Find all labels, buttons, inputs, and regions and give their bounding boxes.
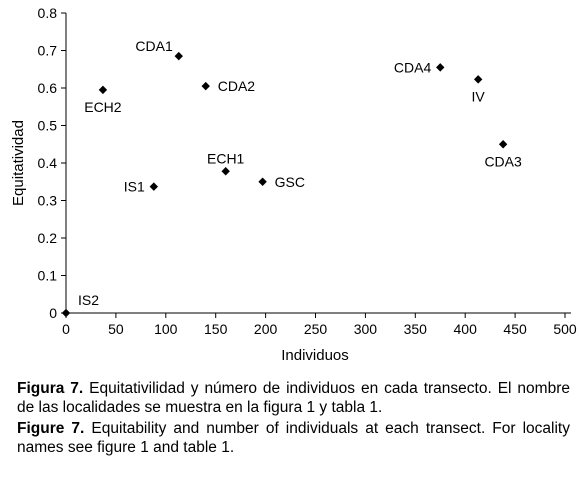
x-tick-label: 250 bbox=[304, 321, 328, 337]
data-point-label: IS1 bbox=[124, 179, 145, 195]
x-tick-label: 350 bbox=[404, 321, 428, 337]
data-point: CDA4 bbox=[394, 59, 445, 75]
x-tick-label: 150 bbox=[204, 321, 228, 337]
y-axis-label: Equitatividad bbox=[10, 120, 27, 206]
data-point-label: CDA2 bbox=[218, 78, 256, 94]
y-tick-label: 0.7 bbox=[38, 43, 58, 59]
caption-label-english: Figure 7. bbox=[17, 420, 85, 437]
data-point-marker bbox=[473, 75, 483, 84]
data-point-marker bbox=[436, 63, 445, 72]
data-point-label: GSC bbox=[275, 174, 305, 190]
x-tick-label: 450 bbox=[503, 321, 527, 337]
caption-text-spanish: Equitativilidad y número de individuos e… bbox=[17, 380, 570, 416]
x-tick-label: 400 bbox=[454, 321, 478, 337]
x-axis-label: Individuos bbox=[281, 347, 349, 364]
data-point-label: CDA3 bbox=[484, 153, 522, 169]
data-point-marker bbox=[258, 177, 267, 186]
y-tick-label: 0.4 bbox=[38, 155, 58, 171]
data-point-marker bbox=[498, 140, 508, 149]
data-point: CDA3 bbox=[484, 140, 522, 169]
y-tick-label: 0.3 bbox=[38, 193, 58, 209]
data-point-marker bbox=[98, 85, 108, 95]
figure-caption-english: Figure 7. Equitability and number of ind… bbox=[17, 419, 570, 457]
y-tick-label: 0.1 bbox=[38, 268, 58, 284]
data-point-label: ECH1 bbox=[207, 150, 245, 166]
data-point-marker bbox=[201, 81, 210, 91]
data-point: CDA2 bbox=[201, 78, 256, 94]
data-point-label: IV bbox=[472, 88, 486, 104]
data-point-marker bbox=[61, 308, 71, 318]
y-tick-label: 0.5 bbox=[38, 118, 58, 134]
data-point-marker bbox=[149, 182, 159, 191]
data-point: ECH1 bbox=[207, 150, 245, 176]
scatter-chart: 0 0.1 0.2 0.3 0.4 0.5 0.6 0.7 0.8 0 50 100 150 200 250… bbox=[10, 5, 577, 364]
caption-label-spanish: Figura 7. bbox=[17, 380, 84, 397]
data-point: IS2 bbox=[61, 292, 99, 318]
y-tick-label: 0.6 bbox=[38, 80, 58, 96]
x-tick-label: 200 bbox=[254, 321, 278, 337]
data-point-marker bbox=[174, 51, 183, 61]
chart-points: CDA1 CDA2 ECH2 CDA4 IV CDA3 ECH1 GSC IS1 IS2 bbox=[61, 38, 522, 318]
y-tick-label: 0.2 bbox=[38, 230, 58, 246]
data-point: IV bbox=[472, 75, 486, 104]
data-point-label: ECH2 bbox=[84, 99, 122, 115]
x-tick-label: 100 bbox=[154, 321, 178, 337]
figure-caption-spanish: Figura 7. Equitativilidad y número de in… bbox=[17, 379, 570, 417]
data-point-marker bbox=[221, 167, 230, 176]
data-point: CDA1 bbox=[135, 38, 183, 61]
x-tick-label: 50 bbox=[108, 321, 124, 337]
y-tick-label: 0.8 bbox=[38, 5, 58, 21]
data-point-label: CDA4 bbox=[394, 59, 432, 75]
chart-ticks: 0 0.1 0.2 0.3 0.4 0.5 0.6 0.7 0.8 0 50 100 150 200 250… bbox=[38, 5, 577, 337]
x-tick-label: 500 bbox=[553, 321, 577, 337]
data-point: ECH2 bbox=[84, 85, 122, 115]
data-point-label: CDA1 bbox=[135, 38, 173, 54]
data-point: GSC bbox=[258, 174, 305, 190]
y-tick-label: 0 bbox=[49, 305, 57, 321]
caption-text-english: Equitability and number of individuals a… bbox=[17, 420, 570, 456]
x-tick-label: 300 bbox=[354, 321, 378, 337]
data-point-label: IS2 bbox=[78, 292, 99, 308]
x-tick-label: 0 bbox=[62, 321, 70, 337]
data-point: IS1 bbox=[124, 179, 159, 195]
